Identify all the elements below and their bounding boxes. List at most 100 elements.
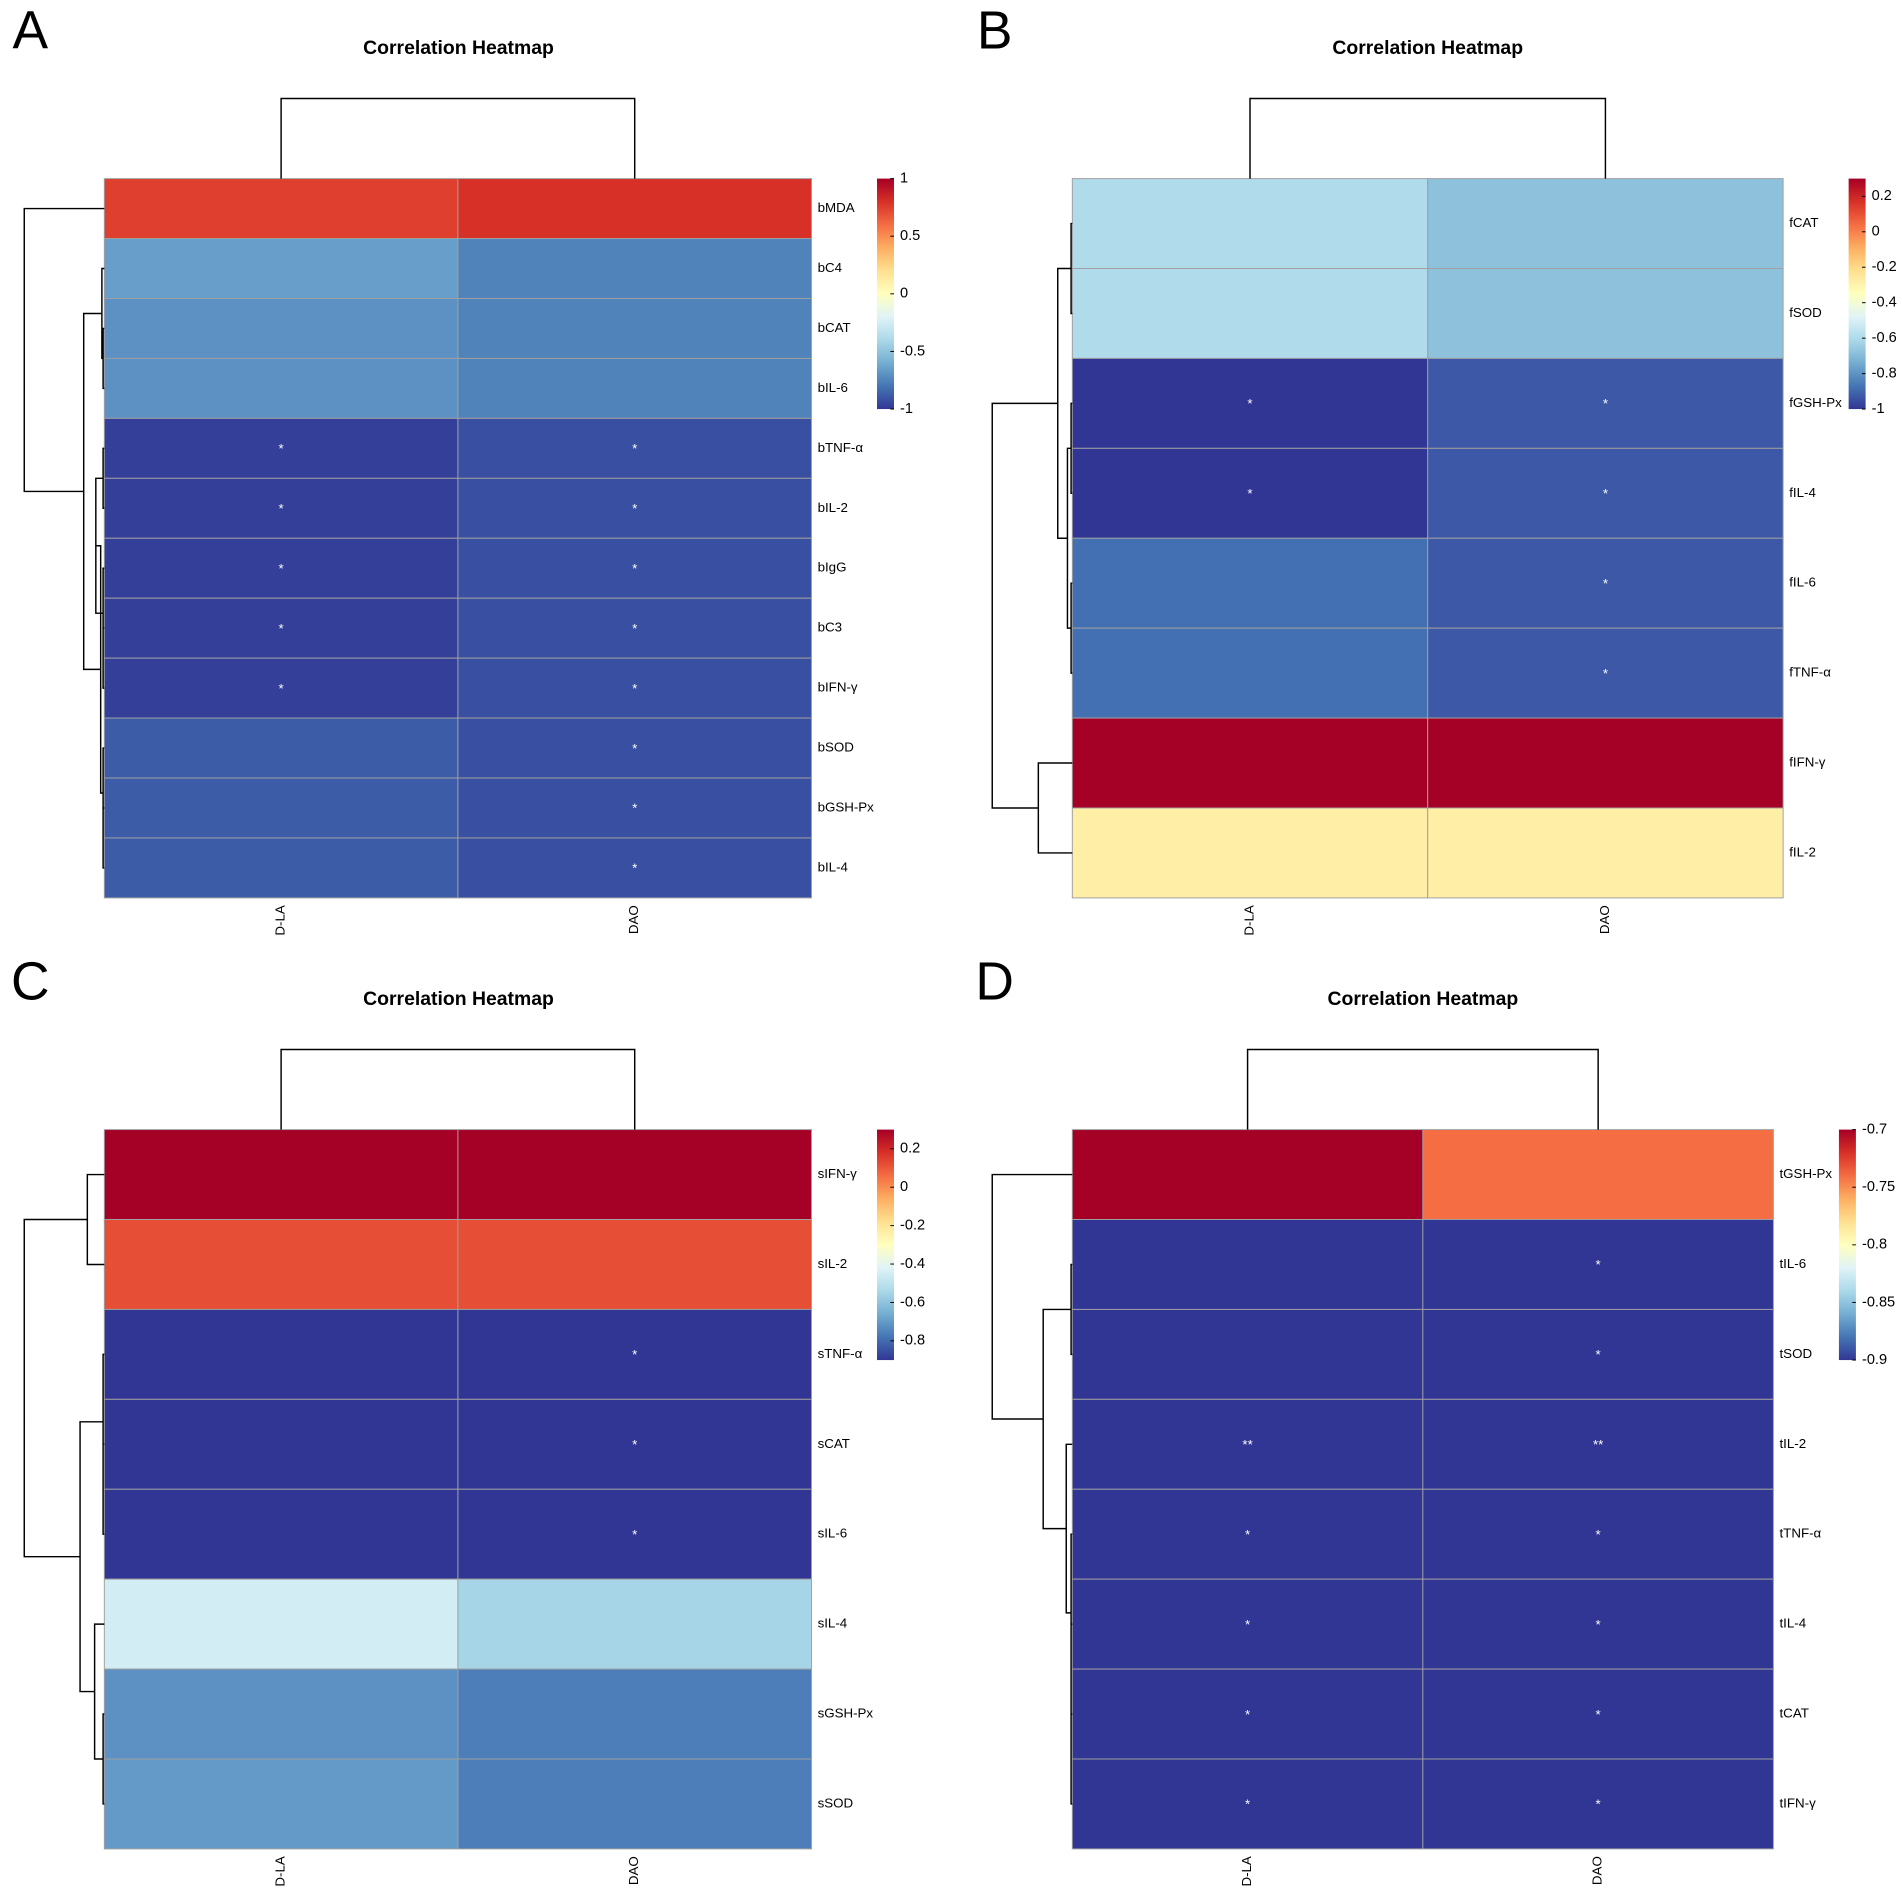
colorbar-tick-label: -0.8 [1862,1237,1887,1253]
significance-star: * [1596,1617,1601,1632]
heatmap-cell [457,178,812,240]
row-label: tIL-2 [1779,1436,1806,1451]
row-label: fIFN-γ [1789,755,1826,770]
row-label: fIL-2 [1789,844,1816,859]
heatmap-cell [103,1668,459,1760]
colorbar-tick-label: -0.8 [1872,365,1897,381]
significance-star: * [632,1437,637,1452]
significance-star: * [279,681,284,696]
heatmap-cell [1427,268,1784,359]
row-label: sSOD [818,1795,854,1810]
heatmap-cell [457,1668,812,1760]
significance-star: * [1247,486,1252,501]
row-label: tSOD [1779,1346,1812,1361]
heatmap-cell [457,1488,812,1580]
heatmap-cell [1427,537,1784,629]
row-label: sIL-6 [818,1526,848,1541]
chart-title: Correlation Heatmap [363,37,554,59]
row-label: tIL-6 [1779,1256,1806,1271]
significance-star: * [1596,1707,1601,1722]
row-dendrogram [991,1173,1073,1805]
heatmap-cell [1071,1219,1424,1310]
colorbar-tick-label: -0.2 [1872,259,1897,275]
heatmap-cell [1422,1758,1774,1850]
heatmap-cell [1071,357,1429,449]
heatmap-cell [1422,1578,1774,1670]
significance-star: ** [1242,1437,1252,1452]
colorbar [1838,1129,1856,1361]
row-label: bSOD [818,740,854,755]
row-label: fTNF-α [1789,665,1831,680]
row-label: bGSH-Px [818,800,875,815]
row-label: sGSH-Px [818,1706,874,1721]
chart-title: Correlation Heatmap [1328,988,1519,1010]
row-dendrogram [23,207,105,869]
colorbar-tick-label: -0.6 [1872,330,1897,346]
heatmap-cell [1071,537,1429,629]
heatmap-cell [457,1219,812,1310]
row-label: bTNF-α [818,440,864,455]
heatmap-cell [103,178,459,240]
significance-star: * [632,1347,637,1362]
significance-star: * [1596,1347,1601,1362]
significance-star: * [279,441,284,456]
row-label: fGSH-Px [1789,395,1842,410]
significance-star: * [632,501,637,516]
heatmap-cell [1071,447,1429,539]
significance-star: * [1245,1617,1250,1632]
significance-star: * [1245,1527,1250,1542]
row-label: bIL-6 [818,380,848,395]
significance-star: * [279,501,284,516]
panel-label: D [975,952,1014,1011]
significance-star: * [632,561,637,576]
heatmap-cell [457,1129,812,1220]
colorbar-tick-label: -0.7 [1862,1121,1887,1137]
colorbar-tick-label: -0.4 [1872,295,1897,311]
significance-star: * [632,681,637,696]
row-label: tCAT [1779,1706,1808,1721]
chart-title: Correlation Heatmap [363,988,554,1010]
row-label: fIL-4 [1789,485,1816,500]
row-label: fIL-6 [1789,575,1816,590]
significance-star: * [632,621,637,636]
heatmap-cell [1071,1398,1424,1490]
row-label: sCAT [818,1436,850,1451]
significance-star: * [279,621,284,636]
significance-star: * [1247,396,1252,411]
significance-star: ** [1593,1437,1603,1452]
column-label: DAO [626,905,641,934]
heatmap-cell [103,357,459,419]
heatmap-cell [1071,1129,1424,1220]
heatmap-cell [457,657,812,719]
significance-star: * [632,441,637,456]
panel-label: B [977,1,1013,60]
heatmap-cell [1071,807,1429,899]
significance-star: * [1596,1257,1601,1272]
row-label: tTNF-α [1779,1526,1821,1541]
row-dendrogram [991,222,1073,854]
heatmap-cell [103,238,459,299]
significance-star: * [1603,396,1608,411]
heatmap-cell [457,837,812,899]
heatmap-cell [457,1758,812,1850]
colorbar-tick-label: -0.6 [900,1294,925,1310]
significance-star: * [632,1527,637,1542]
colorbar-tick-label: -0.2 [900,1217,925,1233]
row-label: bIL-4 [818,859,849,874]
colorbar-tick-label: -0.75 [1862,1179,1895,1195]
heatmap-cell [1427,627,1784,719]
significance-star: * [632,861,637,876]
significance-star: * [1596,1797,1601,1812]
column-label: D-LA [1242,905,1257,935]
heatmap-cell [103,417,459,479]
significance-star: * [1603,576,1608,591]
heatmap-cell [1071,1578,1424,1670]
significance-star: * [1596,1527,1601,1542]
row-label: sTNF-α [818,1346,863,1361]
significance-star: * [1245,1707,1250,1722]
column-label: D-LA [273,905,288,935]
row-label: tIL-4 [1779,1616,1806,1631]
heatmap-cell [1071,717,1429,809]
heatmap-cell [1427,178,1784,269]
